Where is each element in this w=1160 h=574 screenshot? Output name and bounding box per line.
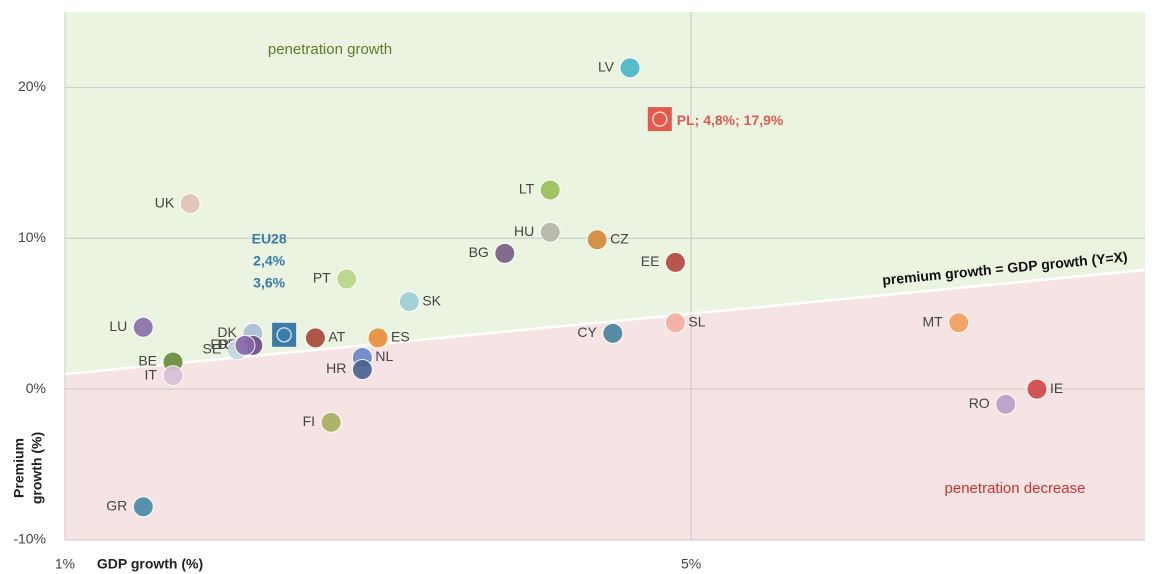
lower-region: [65, 269, 1145, 540]
point-label: CZ: [610, 230, 629, 246]
point-label: FR: [210, 336, 229, 352]
point: [179, 193, 201, 215]
point: [948, 312, 970, 334]
point-label: EE: [641, 253, 660, 269]
point-label: LU: [109, 318, 127, 334]
highlight-value-label: 3,6%: [253, 275, 285, 291]
point: [132, 496, 154, 518]
highlight-marker: [647, 107, 672, 132]
point: [336, 268, 358, 290]
point: [398, 291, 420, 313]
x-axis-label: GDP growth (%): [97, 556, 203, 572]
point-label: ES: [391, 329, 410, 345]
point-label: DK: [217, 324, 237, 340]
point: [539, 179, 561, 201]
point: [586, 229, 608, 251]
point-label: LV: [598, 59, 615, 75]
point: [351, 359, 373, 381]
highlight-value-label: 2,4%: [253, 253, 285, 269]
point-label: SK: [422, 292, 441, 308]
y-tick-label: 0%: [26, 380, 46, 396]
point-label: HU: [514, 223, 534, 239]
point: [162, 365, 184, 387]
lower-annotation: penetration decrease: [945, 480, 1086, 497]
point-label: NL: [375, 348, 393, 364]
y-tick-label: 20%: [18, 78, 46, 94]
point: [664, 251, 686, 273]
y-tick-label: 10%: [18, 229, 46, 245]
y-tick-label: -10%: [13, 531, 46, 547]
point: [1026, 378, 1048, 400]
y-axis-label: Premium: [11, 438, 27, 498]
highlight-label: PL; 4,8%; 17,9%: [677, 112, 784, 128]
highlight-dot: [652, 111, 668, 127]
point-label: BE: [138, 353, 157, 369]
point: [619, 57, 641, 79]
point-label: SE: [202, 341, 221, 357]
point: [664, 312, 686, 334]
point-label: CY: [577, 324, 597, 340]
upper-region: [65, 12, 1145, 375]
point-label: PT: [313, 270, 331, 286]
point-label: IE: [1050, 380, 1063, 396]
point: [132, 316, 154, 338]
point: [995, 393, 1017, 415]
point: [234, 334, 256, 356]
point-label: HR: [326, 360, 346, 376]
point: [494, 242, 516, 264]
point: [367, 327, 389, 349]
point: [320, 411, 342, 433]
point-label: IT: [145, 366, 158, 382]
point: [539, 221, 561, 243]
highlight-marker: [272, 322, 297, 347]
highlight-label: EU28: [252, 231, 287, 247]
y-axis-label: growth (%): [29, 432, 45, 504]
point: [602, 322, 624, 344]
point-label: AT: [328, 329, 345, 345]
point-label: RO: [969, 395, 990, 411]
point-label: MT: [923, 313, 944, 329]
point: [304, 327, 326, 349]
point-label: LT: [519, 181, 535, 197]
highlight-dot: [276, 327, 292, 343]
point-label: SL: [688, 313, 705, 329]
point-label: GR: [106, 498, 127, 514]
x-tick-label: 1%: [55, 556, 75, 572]
point-label: FI: [303, 413, 315, 429]
point-label: UK: [155, 194, 175, 210]
upper-annotation: penetration growth: [268, 41, 392, 58]
x-tick-label: 5%: [681, 556, 701, 572]
point-label: BG: [469, 244, 489, 260]
